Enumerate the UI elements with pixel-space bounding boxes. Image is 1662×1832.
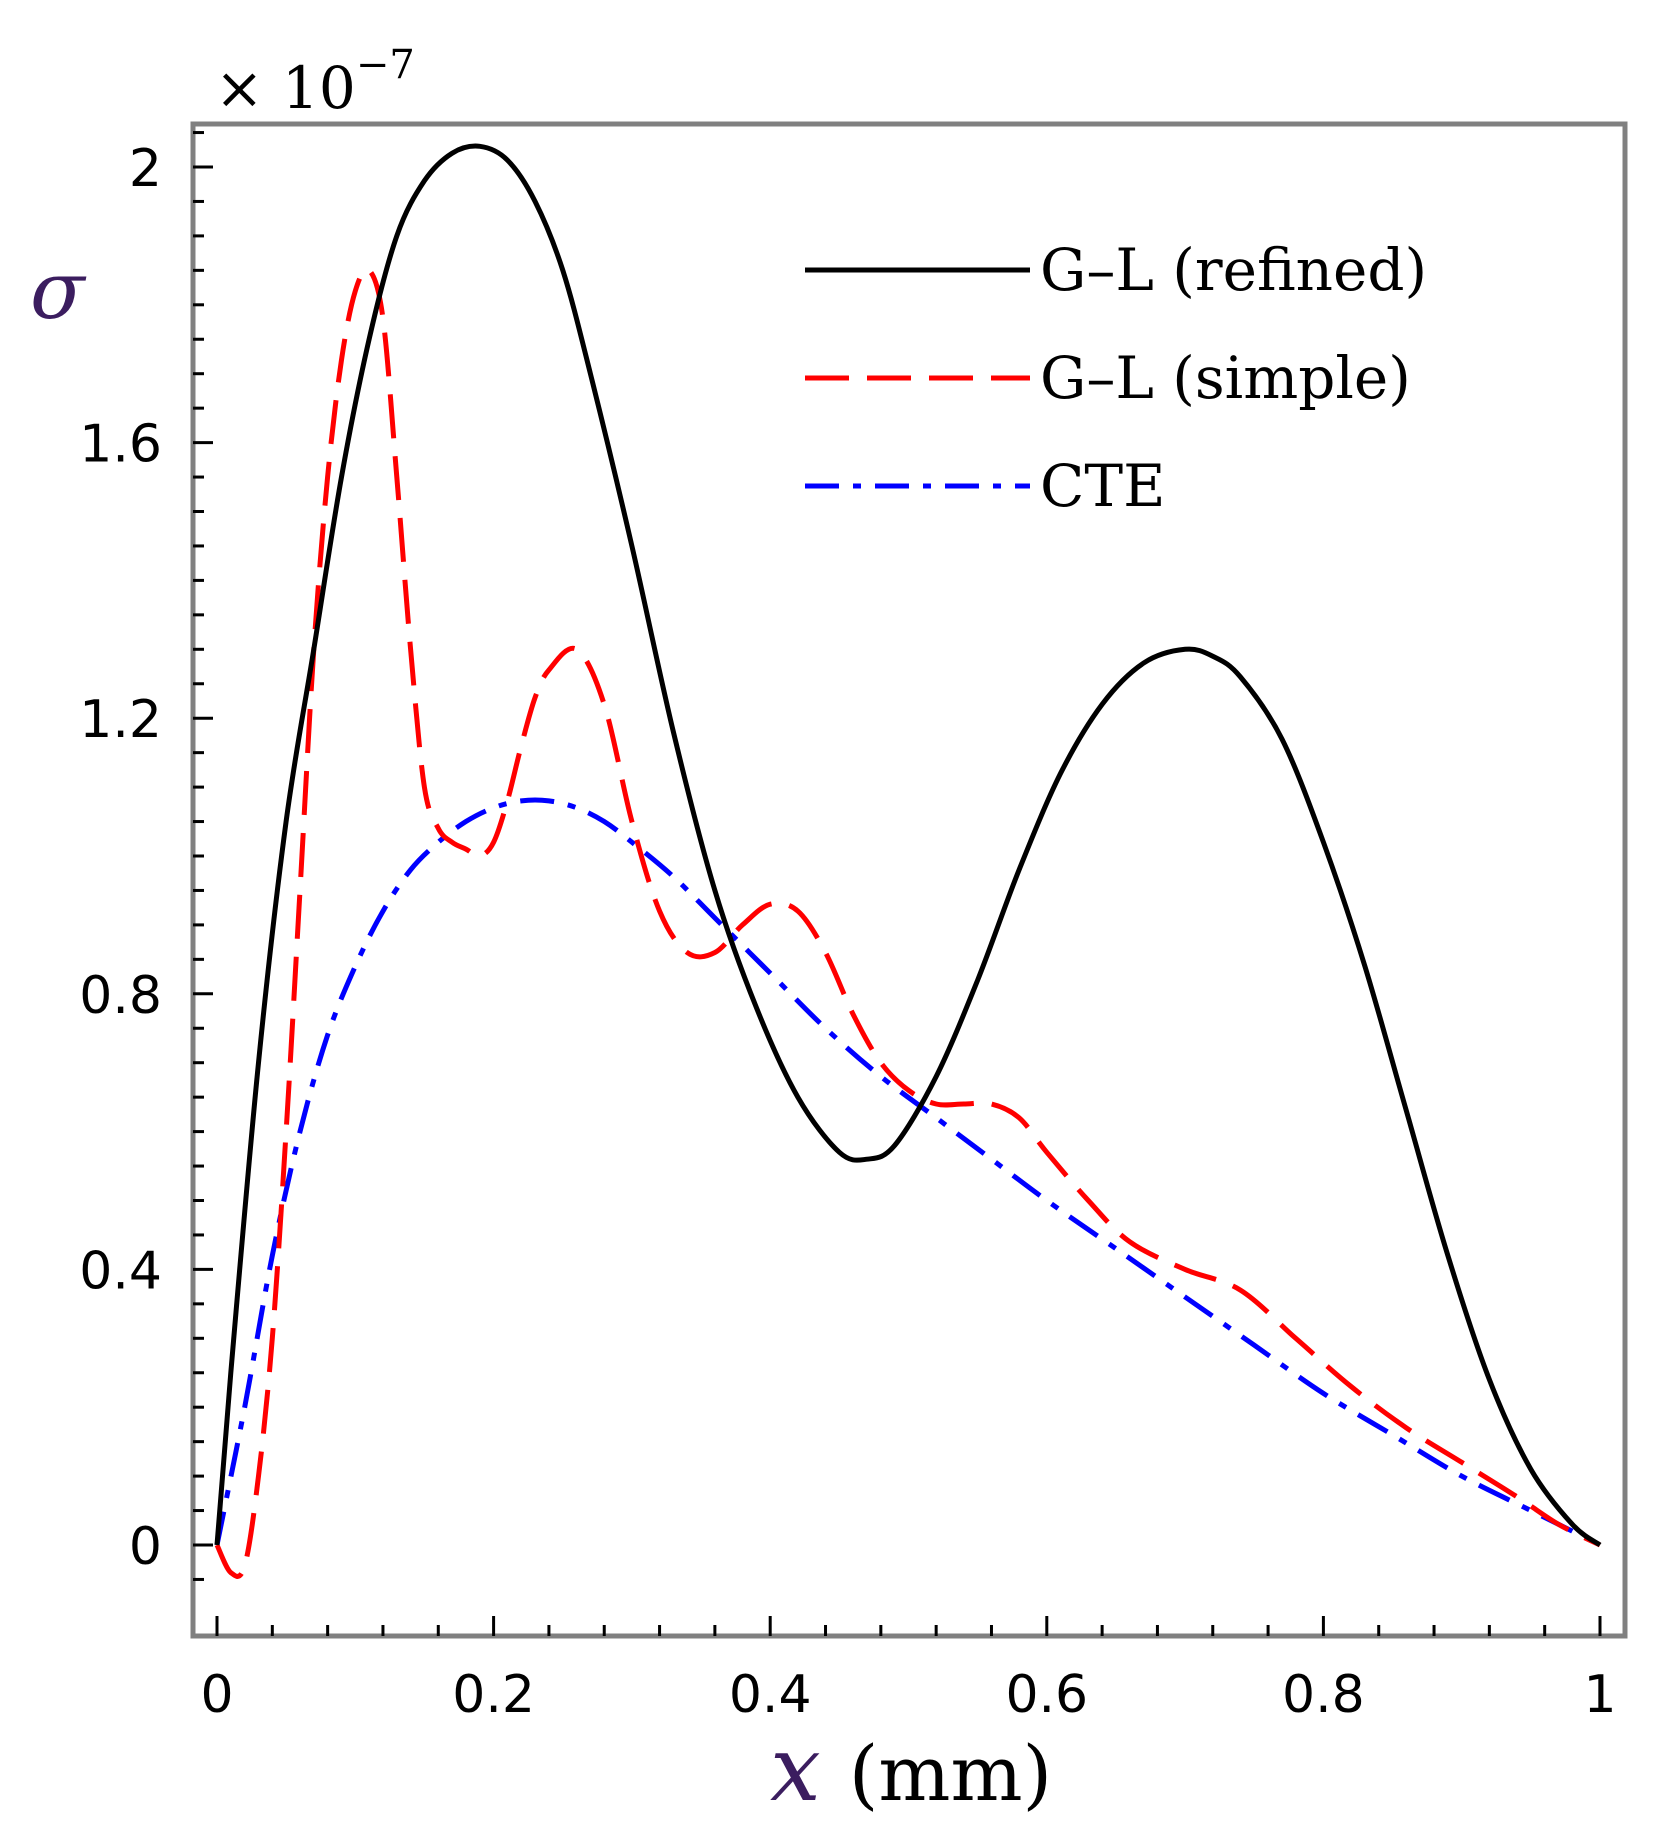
series-line-cte xyxy=(214,797,1602,1548)
x-tick-label: 1 xyxy=(1583,1665,1616,1725)
plot-frame xyxy=(190,121,1628,1639)
series-line-gl-refined xyxy=(214,143,1602,1548)
ticks xyxy=(193,131,1602,1636)
x-axis-symbol: x xyxy=(770,1717,821,1822)
x-tick-label: 0 xyxy=(200,1665,233,1725)
axis-multiplier: × 10−7 xyxy=(215,42,415,122)
x-tick-label: 0.6 xyxy=(1005,1665,1088,1725)
x-tick-label: 0.2 xyxy=(452,1665,535,1725)
axis-multiplier-base: × 10 xyxy=(215,54,356,122)
x-tick-label: 0.4 xyxy=(729,1665,812,1725)
y-tick-label: 0.4 xyxy=(79,1241,162,1301)
legend-label-cte: CTE xyxy=(1040,452,1165,520)
y-tick-label: 2 xyxy=(129,139,162,199)
legend-label-simple: G–L (simple) xyxy=(1040,344,1411,412)
axis-multiplier-exponent: −7 xyxy=(356,42,415,88)
legend: G–L (refined) G–L (simple) CTE xyxy=(805,236,1427,520)
y-tick-label: 0.8 xyxy=(79,966,162,1026)
tick-labels: 0 0.2 0.4 0.6 0.8 1 0 0.4 0.8 1.2 1.6 2 xyxy=(79,139,1616,1725)
legend-label-refined: G–L (refined) xyxy=(1040,236,1427,304)
y-tick-label: 0 xyxy=(129,1517,162,1577)
x-axis-label: x (mm) xyxy=(770,1717,1052,1822)
series-lines xyxy=(214,143,1602,1579)
x-axis-unit: (mm) xyxy=(849,1729,1052,1818)
y-tick-label: 1.2 xyxy=(79,690,162,750)
y-axis-label: σ xyxy=(30,244,87,337)
y-tick-label: 1.6 xyxy=(79,415,162,475)
x-tick-label: 0.8 xyxy=(1282,1665,1365,1725)
